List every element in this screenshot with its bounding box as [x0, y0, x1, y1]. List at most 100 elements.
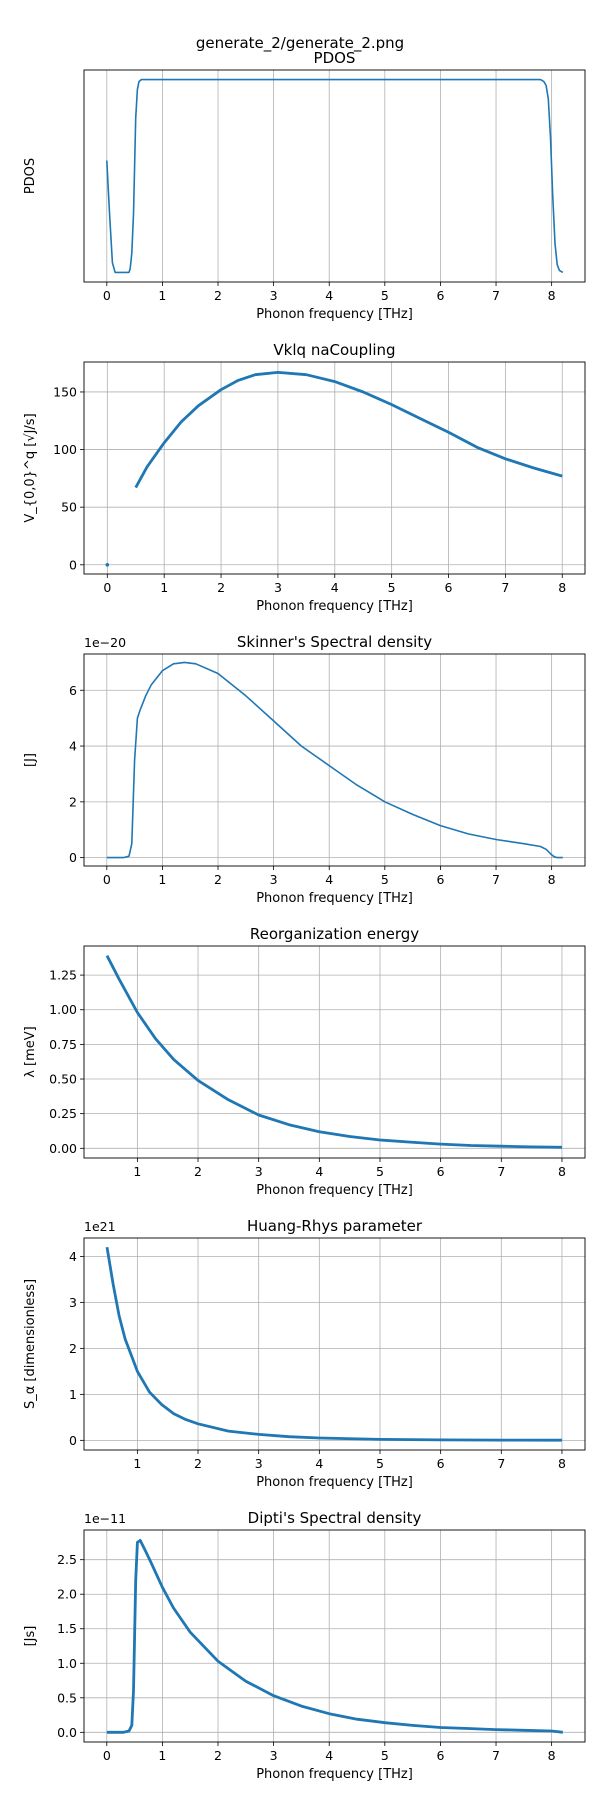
y-tick-label: 4	[69, 1249, 77, 1264]
x-tick-label: 4	[325, 288, 333, 303]
y-tick-label: 0.5	[57, 1690, 77, 1705]
series-line-1	[106, 1539, 563, 1734]
x-tick-label: 2	[217, 580, 225, 595]
x-tick-label: 2	[214, 1748, 222, 1763]
chart-panel-1: 0 1 2 3 4 5 6 7 8 PDOS Phonon frequency [THz] PDOS	[23, 49, 586, 322]
y-tick-label: 0.00	[49, 1141, 77, 1156]
y-tick-label: 2.5	[57, 1552, 77, 1567]
y-tick-label: 2	[69, 1341, 77, 1356]
x-tick-label: 2	[194, 1456, 202, 1471]
x-tick-label: 3	[270, 288, 278, 303]
plot-frame	[83, 653, 586, 867]
series-line-1	[105, 1246, 563, 1442]
plot-frame	[83, 945, 586, 1159]
x-tick-label: 5	[381, 1748, 389, 1763]
series-line-1	[134, 371, 563, 489]
y-scale-offset: 1e21	[84, 1219, 116, 1234]
y-tick-label: 1.5	[57, 1621, 77, 1636]
x-tick-label: 3	[255, 1164, 263, 1179]
chart-panel-2: 0 1 2 3 4 5 6 7 8 0 50 100 150 Vklq naCoupling Phonon …	[23, 341, 586, 614]
x-tick-label: 2	[194, 1164, 202, 1179]
y-axis-label: S_α [dimensionless]	[23, 1279, 38, 1409]
x-tick-label: 4	[325, 1748, 333, 1763]
chart-panel-5: 1 2 3 4 5 6 7 8 0 1 2 3 4 Huang-Rhys parameter Phonon …	[23, 1217, 586, 1490]
x-tick-label: 5	[381, 288, 389, 303]
y-scale-offset: 1e−11	[84, 1511, 126, 1526]
x-tick-label: 8	[548, 872, 556, 887]
x-tick-label: 3	[270, 1748, 278, 1763]
y-tick-label: 0.25	[49, 1106, 77, 1121]
x-tick-label: 8	[558, 580, 566, 595]
y-axis-label: PDOS	[23, 158, 38, 194]
y-tick-label: 1	[69, 1387, 77, 1402]
x-tick-label: 7	[497, 1456, 505, 1471]
plot-frame	[83, 69, 586, 283]
x-tick-label: 0	[103, 580, 111, 595]
chart-panel-6: 0 1 2 3 4 5 6 7 8 0.0 0.5 1.0 1.5 2.0 2.5 Dipti's Spect…	[23, 1509, 586, 1782]
y-tick-label: 2.0	[57, 1587, 77, 1602]
series-line-1	[106, 661, 563, 859]
y-axis-label: V_{0,0}^q [√J/s]	[23, 413, 38, 522]
y-tick-label: 0.0	[57, 1725, 77, 1740]
x-tick-label: 1	[158, 872, 166, 887]
x-tick-label: 0	[103, 1748, 111, 1763]
plot-frame	[83, 361, 586, 575]
chart-title: Huang-Rhys parameter	[247, 1217, 423, 1235]
x-tick-label: 7	[501, 580, 509, 595]
x-tick-label: 3	[255, 1456, 263, 1471]
x-tick-label: 5	[376, 1164, 384, 1179]
y-tick-label: 4	[69, 739, 77, 754]
x-axis-label: Phonon frequency [THz]	[256, 307, 413, 322]
x-tick-label: 6	[437, 1456, 445, 1471]
x-axis-label: Phonon frequency [THz]	[256, 599, 413, 614]
x-axis-label: Phonon frequency [THz]	[256, 1475, 413, 1490]
x-tick-label: 8	[558, 1164, 566, 1179]
y-axis-label: [J]	[23, 753, 38, 767]
x-tick-label: 6	[437, 1164, 445, 1179]
x-tick-label: 5	[388, 580, 396, 595]
y-tick-label: 1.25	[49, 968, 77, 983]
x-axis-label: Phonon frequency [THz]	[256, 1183, 413, 1198]
x-tick-label: 6	[436, 872, 444, 887]
y-tick-label: 1.0	[57, 1656, 77, 1671]
chart-panel-4: 1 2 3 4 5 6 7 8 0.00 0.25 0.50 0.75 1.00 1.25 Reorgani…	[23, 925, 586, 1198]
y-tick-label: 0	[69, 1433, 77, 1448]
y-axis-label: [Js]	[23, 1626, 38, 1647]
x-tick-label: 8	[558, 1456, 566, 1471]
x-tick-label: 0	[103, 872, 111, 887]
plot-frame	[83, 1237, 586, 1451]
x-tick-label: 3	[274, 580, 282, 595]
chart-title: Vklq naCoupling	[273, 341, 395, 359]
x-tick-label: 8	[548, 1748, 556, 1763]
chart-title: Reorganization energy	[250, 925, 419, 943]
x-tick-label: 2	[214, 872, 222, 887]
y-tick-label: 1.00	[49, 1002, 77, 1017]
x-tick-label: 6	[436, 288, 444, 303]
y-tick-label: 0	[69, 557, 77, 572]
x-axis-label: Phonon frequency [THz]	[256, 891, 413, 906]
series-line-1	[106, 78, 564, 274]
data-point	[105, 562, 110, 567]
y-tick-label: 6	[69, 683, 77, 698]
plot-frame	[83, 1529, 586, 1743]
x-tick-label: 7	[497, 1164, 505, 1179]
chart-title: Dipti's Spectral density	[248, 1509, 422, 1527]
x-tick-label: 8	[548, 288, 556, 303]
y-tick-label: 100	[53, 442, 77, 457]
chart-panel-3: 0 1 2 3 4 5 6 7 8 0 2 4 6 Skinner's Spectral density P…	[23, 633, 586, 906]
y-tick-label: 0.75	[49, 1037, 77, 1052]
x-tick-label: 5	[376, 1456, 384, 1471]
x-tick-label: 1	[133, 1456, 141, 1471]
y-tick-label: 0	[69, 850, 77, 865]
x-tick-label: 6	[436, 1748, 444, 1763]
x-tick-label: 7	[492, 872, 500, 887]
y-tick-label: 3	[69, 1295, 77, 1310]
y-scale-offset: 1e−20	[84, 635, 126, 650]
figure-title: generate_2/generate_2.png	[195, 34, 405, 52]
x-tick-label: 4	[315, 1164, 323, 1179]
x-tick-label: 4	[331, 580, 339, 595]
y-tick-label: 2	[69, 794, 77, 809]
x-tick-label: 1	[160, 580, 168, 595]
x-tick-label: 1	[158, 1748, 166, 1763]
